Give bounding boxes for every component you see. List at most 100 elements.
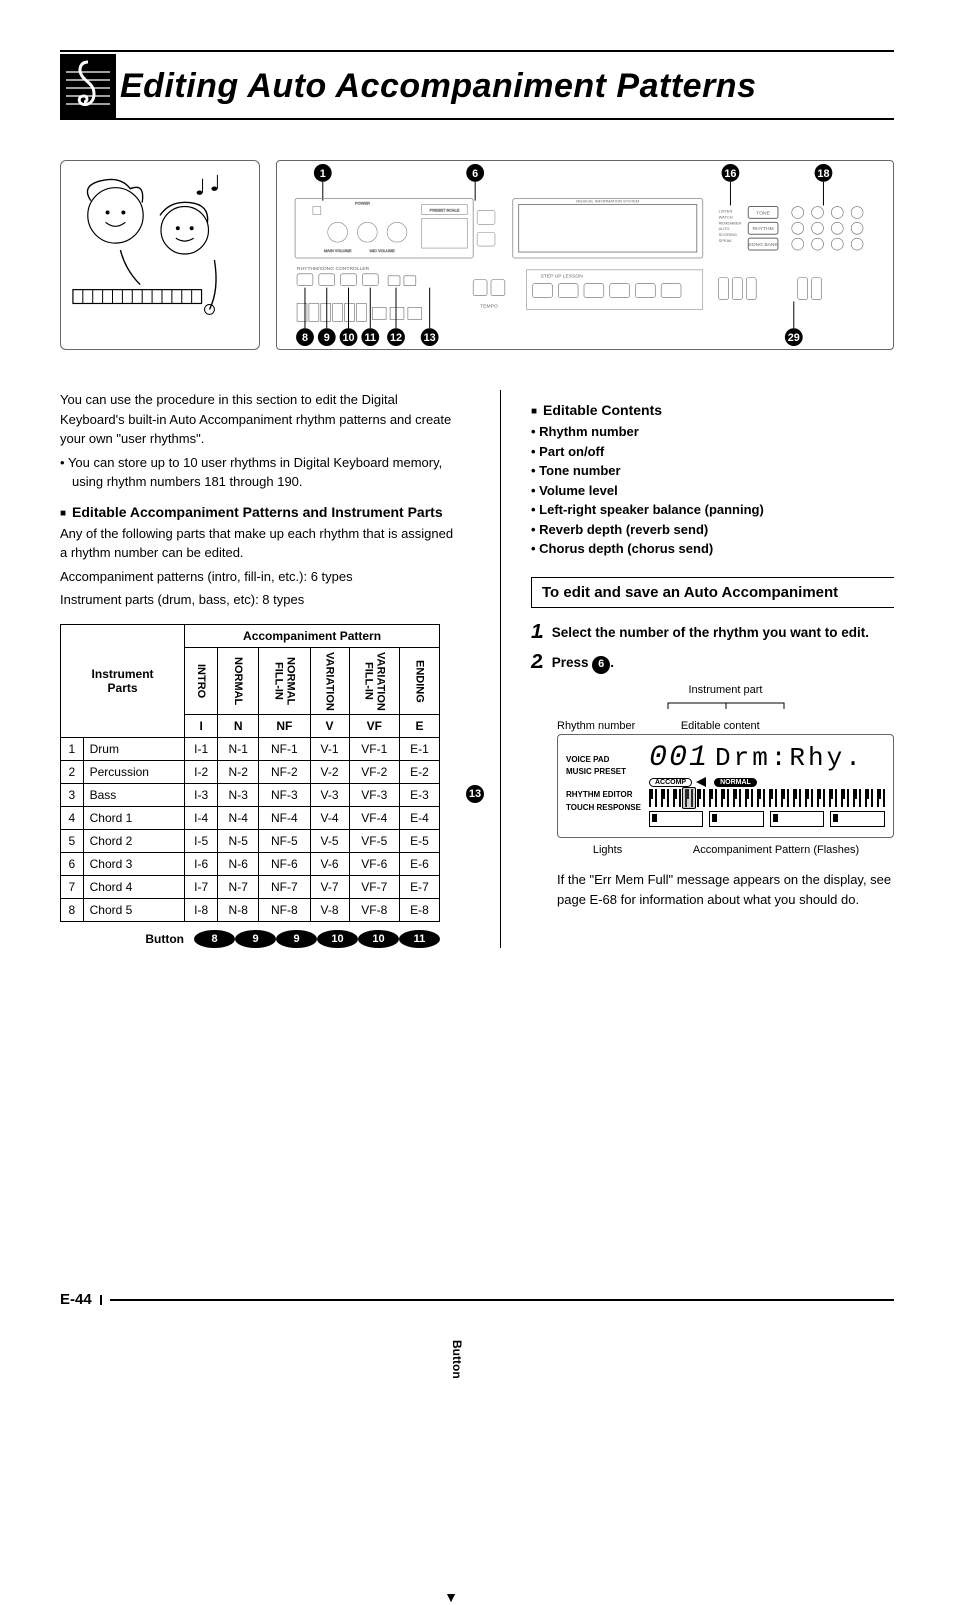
bracket-icon bbox=[666, 701, 786, 711]
svg-text:RHYTHM: RHYTHM bbox=[753, 226, 774, 232]
table-row: 7Chord 4I-7N-7NF-7V-7VF-7E-7 bbox=[61, 876, 440, 899]
table-row: 2PercussionI-2N-2NF-2V-2VF-2E-2 bbox=[61, 761, 440, 784]
footer-rule bbox=[110, 1299, 894, 1301]
col-header-code: N bbox=[218, 715, 259, 738]
svg-text:29: 29 bbox=[788, 332, 800, 344]
svg-text:12: 12 bbox=[390, 332, 402, 344]
illustration bbox=[60, 160, 260, 350]
svg-text:TONE: TONE bbox=[756, 210, 770, 216]
title-row: Editing Auto Accompaniment Patterns bbox=[60, 54, 894, 120]
svg-text:MIC VOLUME: MIC VOLUME bbox=[370, 248, 395, 253]
step-number: 2. bbox=[531, 652, 544, 672]
treble-clef-icon bbox=[60, 54, 116, 118]
col-header-vert: VARIATION bbox=[310, 647, 349, 715]
table-row: 4Chord 1I-4N-4NF-4V-4VF-4E-4 bbox=[61, 807, 440, 830]
button-ref-bubble: 10 bbox=[317, 930, 358, 948]
lcd-text-value: Drm:Rhy. bbox=[715, 743, 864, 773]
lcd-top-right-label: Editable content bbox=[681, 720, 760, 732]
col-header-vert: NORMALFILL-IN bbox=[259, 647, 310, 715]
pointer-icon bbox=[696, 777, 710, 787]
lcd-screen: 001 Drm:Rhy. ACCOMP NORMAL bbox=[649, 741, 885, 827]
page-number: E-44 bbox=[60, 1291, 92, 1308]
table-row: 5Chord 2I-5N-5NF-5V-5VF-5E-5 bbox=[61, 830, 440, 853]
down-arrow-icon: ▼ bbox=[444, 1589, 458, 1605]
svg-text:PRESET SCALE: PRESET SCALE bbox=[430, 207, 460, 212]
lcd-diagram: Instrument part Rhythm number Editable c… bbox=[557, 684, 894, 856]
subheading-text: Editable Contents bbox=[543, 402, 662, 418]
normal-indicator: NORMAL bbox=[714, 778, 757, 787]
left-body-1: Any of the following parts that make up … bbox=[60, 524, 460, 563]
ref-16: 16 bbox=[724, 168, 736, 180]
accomp-indicator: ACCOMP bbox=[649, 778, 692, 787]
svg-text:SONG BANK: SONG BANK bbox=[748, 242, 778, 248]
col-header-code: E bbox=[400, 715, 440, 738]
col-header-code: V bbox=[310, 715, 349, 738]
step-text: Press 6. bbox=[552, 652, 614, 674]
button-ref-bubble: 10 bbox=[358, 930, 399, 948]
lcd-flashes-label: Accompaniment Pattern (Flashes) bbox=[658, 844, 894, 856]
page-footer: E-44 bbox=[60, 1291, 894, 1308]
intro-bullet: You can store up to 10 user rhythms in D… bbox=[60, 453, 460, 492]
side-button-label: Button bbox=[450, 1340, 464, 1379]
button-ref-6: 6 bbox=[592, 656, 610, 674]
lcd-indicators: ACCOMP NORMAL bbox=[649, 777, 885, 787]
left-body-3: Instrument parts (drum, bass, etc): 8 ty… bbox=[60, 590, 460, 610]
svg-text:LISTEN: LISTEN bbox=[719, 208, 733, 213]
keyboard-diagram: 1 6 16 18 POWER MAIN VOLUME MIC VOLUME bbox=[276, 160, 894, 350]
key-highlight bbox=[682, 787, 696, 809]
footer-tick bbox=[100, 1295, 102, 1305]
step-number: 1. bbox=[531, 622, 544, 642]
editable-item: Chorus depth (chorus send) bbox=[531, 539, 894, 559]
button-ref-bubble: 9 bbox=[276, 930, 317, 948]
svg-text:REMEMBER: REMEMBER bbox=[719, 220, 742, 225]
lcd-blocks bbox=[649, 811, 885, 827]
intro-paragraph: You can use the procedure in this sectio… bbox=[60, 390, 460, 449]
square-mark-icon: ■ bbox=[531, 406, 537, 417]
button-ref-bubble: 11 bbox=[399, 930, 440, 948]
content-columns: You can use the procedure in this sectio… bbox=[60, 390, 894, 948]
editable-item: Part on/off bbox=[531, 442, 894, 462]
svg-text:8: 8 bbox=[302, 332, 308, 344]
table-row: 1DrumI-1N-1NF-1V-1VF-1E-1 bbox=[61, 738, 440, 761]
editable-item: Reverb depth (reverb send) bbox=[531, 520, 894, 540]
lcd-screen-box: VOICE PAD MUSIC PRESET RHYTHM EDITOR TOU… bbox=[557, 734, 894, 838]
side-button-ref: 13 bbox=[466, 784, 484, 803]
ref-18: 18 bbox=[817, 168, 829, 180]
editable-item: Left-right speaker balance (panning) bbox=[531, 500, 894, 520]
col-header-vert: VARIATIONFILL-IN bbox=[349, 647, 399, 715]
svg-text:WATCH: WATCH bbox=[719, 214, 733, 219]
subheading-text: Editable Accompaniment Patterns and Inst… bbox=[72, 504, 443, 520]
step-2: 2. Press 6. bbox=[531, 652, 894, 674]
accompaniment-table: InstrumentParts Accompaniment Pattern IN… bbox=[60, 624, 440, 923]
svg-text:MUSICAL INFORMATION SYSTEM: MUSICAL INFORMATION SYSTEM bbox=[576, 199, 639, 204]
svg-text:POWER: POWER bbox=[355, 201, 370, 206]
lcd-top-center-label: Instrument part bbox=[557, 684, 894, 696]
lcd-number: 001 bbox=[649, 741, 709, 775]
procedure-title: To edit and save an Auto Accompaniment bbox=[531, 577, 894, 608]
right-subheading: ■ Editable Contents bbox=[531, 402, 894, 418]
left-subheading: ■ Editable Accompaniment Patterns and In… bbox=[60, 504, 460, 520]
square-mark-icon: ■ bbox=[60, 508, 66, 519]
page-title: Editing Auto Accompaniment Patterns bbox=[120, 67, 756, 106]
svg-text:SPEAK: SPEAK bbox=[719, 238, 733, 243]
lcd-bottom-labels: Lights Accompaniment Pattern (Flashes) bbox=[557, 844, 894, 856]
editable-item: Volume level bbox=[531, 481, 894, 501]
col-header-code: NF bbox=[259, 715, 310, 738]
table-row: 3BassI-3N-3NF-3V-3VF-3E-3 bbox=[61, 784, 440, 807]
svg-text:13: 13 bbox=[424, 332, 436, 344]
col-header-code: I bbox=[185, 715, 218, 738]
table-row: 8Chord 5I-8N-8NF-8V-8VF-8E-8 bbox=[61, 899, 440, 922]
svg-text:9: 9 bbox=[324, 332, 330, 344]
svg-text:STEP UP LESSON: STEP UP LESSON bbox=[540, 274, 583, 280]
svg-text:MAIN VOLUME: MAIN VOLUME bbox=[324, 248, 352, 253]
step-1: 1. Select the number of the rhythm you w… bbox=[531, 622, 894, 643]
col-header-vert: NORMAL bbox=[218, 647, 259, 715]
intro-bullets: You can store up to 10 user rhythms in D… bbox=[60, 453, 460, 492]
left-column: You can use the procedure in this sectio… bbox=[60, 390, 460, 948]
right-column: ■ Editable Contents Rhythm numberPart on… bbox=[500, 390, 894, 948]
editable-contents-list: Rhythm numberPart on/offTone numberVolum… bbox=[531, 422, 894, 559]
editable-item: Tone number bbox=[531, 461, 894, 481]
step-text: Select the number of the rhythm you want… bbox=[552, 622, 869, 643]
lcd-main-text: 001 Drm:Rhy. bbox=[649, 741, 885, 775]
lcd-top-left-label: Rhythm number bbox=[557, 720, 635, 732]
